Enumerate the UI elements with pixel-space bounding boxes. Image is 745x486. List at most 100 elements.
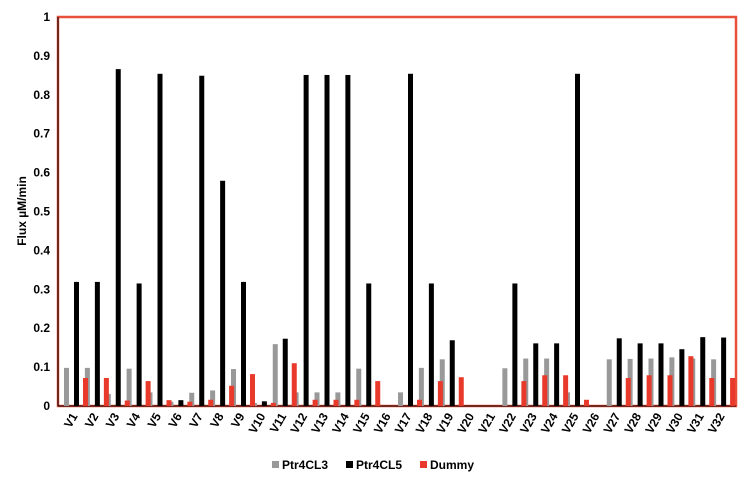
x-tick-label: V14 — [329, 410, 352, 436]
bar-dummy-v15 — [375, 381, 381, 406]
x-tick-label: V21 — [475, 410, 498, 436]
bar-ptr4cl5-v6 — [178, 400, 184, 406]
bars — [64, 69, 736, 406]
bar-dummy-v9 — [250, 374, 255, 406]
x-tick-label: V24 — [538, 410, 561, 436]
x-tick-label: V32 — [705, 410, 728, 436]
y-tick-label: 0.4 — [33, 243, 50, 257]
bar-ptr4cl5-v2 — [94, 281, 100, 406]
x-tick-label: V6 — [166, 410, 186, 430]
bar-dummy-v28 — [646, 375, 652, 406]
bar-dummy-v11 — [291, 363, 297, 406]
bar-dummy-v8 — [229, 385, 235, 406]
x-tick-label: V28 — [621, 410, 644, 436]
bar-dummy-v17 — [417, 399, 422, 406]
x-tick-label: V3 — [103, 410, 123, 430]
bar-ptr4cl5-v28 — [637, 343, 643, 406]
bar-ptr4cl5-v24 — [554, 343, 560, 406]
bar-dummy-v18 — [437, 381, 443, 406]
bar-dummy-v12 — [312, 399, 318, 406]
x-tick-label: V5 — [145, 410, 165, 430]
x-tick-label: V9 — [228, 410, 248, 430]
x-tick-label: V13 — [308, 410, 331, 436]
bar-ptr4cl5-v5 — [157, 73, 163, 406]
bar-ptr4cl5-v18 — [428, 283, 434, 406]
bar-ptr4cl5-v10 — [261, 401, 267, 406]
x-tick-label: V23 — [517, 410, 540, 436]
x-tick-label: V27 — [601, 410, 624, 436]
bar-ptr4cl5-v30 — [679, 349, 685, 406]
x-tick-label: V7 — [186, 410, 206, 430]
bar-dummy-v7 — [208, 399, 214, 406]
bar-dummy-v3 — [124, 400, 130, 406]
bar-ptr4cl3-v1 — [64, 367, 69, 406]
bar-ptr4cl3-v27 — [606, 359, 612, 406]
bar-dummy-v6 — [187, 401, 193, 406]
bar-ptr4cl5-v9 — [241, 281, 246, 406]
x-tick-label: V19 — [434, 410, 457, 436]
bar-ptr4cl5-v22 — [512, 283, 518, 406]
bar-ptr4cl5-v32 — [721, 337, 727, 406]
x-tick-label: V26 — [580, 410, 603, 436]
x-tick-label: V30 — [663, 410, 686, 436]
legend-label: Ptr4CL3 — [282, 458, 328, 472]
x-tick-label: V4 — [124, 410, 144, 430]
y-tick-label: 0.5 — [33, 205, 50, 219]
legend-label: Ptr4CL5 — [356, 458, 402, 472]
x-tick-label: V12 — [287, 410, 310, 436]
x-tick-label: V2 — [82, 410, 102, 430]
y-tick-label: 0 — [43, 399, 50, 413]
x-tick-label: V15 — [350, 410, 373, 436]
bar-ptr4cl3-v18 — [418, 367, 424, 406]
x-tick-label: V17 — [392, 410, 415, 436]
x-tick-label: V22 — [496, 410, 519, 436]
bar-dummy-v25 — [584, 399, 589, 406]
bar-dummy-v14 — [354, 399, 360, 406]
bar-ptr4cl3-v15 — [356, 368, 362, 406]
bar-dummy-v24 — [563, 375, 569, 406]
bar-ptr4cl5-v23 — [533, 343, 539, 406]
bar-ptr4cl5-v19 — [449, 340, 455, 406]
x-tick-label: V25 — [559, 410, 582, 436]
x-tick-label: V18 — [413, 410, 436, 436]
bar-dummy-v22 — [521, 381, 527, 406]
legend-label: Dummy — [430, 458, 474, 472]
x-tick-label: V1 — [61, 410, 81, 430]
bar-ptr4cl5-v14 — [345, 74, 351, 406]
bar-dummy-v10 — [270, 402, 276, 406]
x-tick-label: V10 — [246, 410, 269, 436]
bar-ptr4cl5-v17 — [408, 73, 413, 406]
bar-ptr4cl3-v8 — [210, 390, 216, 406]
y-tick-label: 1 — [43, 10, 50, 24]
bar-ptr4cl5-v4 — [136, 283, 142, 406]
y-tick-label: 0.7 — [33, 127, 50, 141]
legend-swatch-ptr4cl5 — [346, 461, 353, 468]
bar-dummy-v32 — [730, 377, 736, 406]
bar-ptr4cl3-v13 — [314, 392, 320, 406]
bar-ptr4cl5-v3 — [115, 69, 121, 406]
y-tick-label: 0.9 — [33, 49, 50, 63]
legend-swatch-dummy — [420, 461, 427, 468]
y-tick-label: 0.3 — [33, 282, 50, 296]
bar-ptr4cl5-v31 — [700, 337, 706, 406]
bar-ptr4cl5-v25 — [575, 73, 580, 406]
bar-ptr4cl5-v11 — [282, 338, 288, 406]
bar-dummy-v4 — [145, 381, 151, 406]
bar-dummy-v23 — [542, 375, 548, 406]
x-tick-label: V20 — [454, 410, 477, 436]
bar-ptr4cl3-v17 — [398, 392, 403, 406]
y-tick-labels: 0 0.1 0.2 0.3 0.4 0.5 0.6 0.7 0.8 0.9 1 — [33, 10, 50, 413]
y-axis-title: Flux µM/min — [15, 176, 29, 246]
bar-dummy-v2 — [103, 377, 109, 406]
bar-dummy-v27 — [625, 377, 631, 406]
bar-dummy-v1 — [83, 377, 88, 406]
bar-ptr4cl3-v7 — [189, 392, 195, 406]
bar-ptr4cl5-v27 — [616, 338, 622, 406]
bar-ptr4cl5-v12 — [303, 74, 309, 406]
bar-dummy-v19 — [458, 377, 464, 406]
legend-swatch-ptr4cl3 — [272, 461, 279, 468]
bar-ptr4cl5-v7 — [199, 75, 205, 406]
y-tick-label: 0.8 — [33, 88, 50, 102]
bar-ptr4cl5-v15 — [366, 283, 372, 406]
